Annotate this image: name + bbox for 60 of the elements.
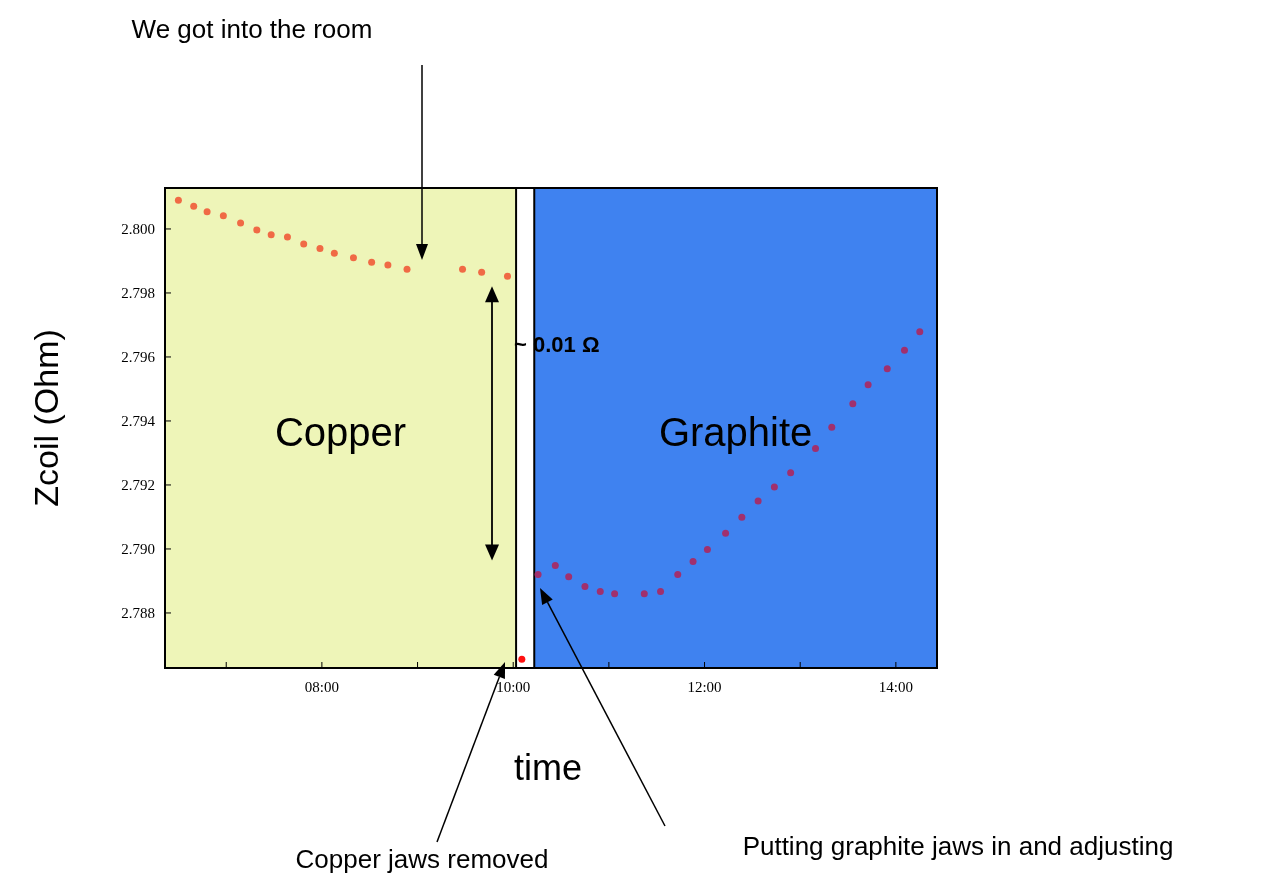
point — [916, 328, 924, 336]
text: Putting graphite jaws in and adjusting — [742, 831, 1174, 861]
point — [581, 582, 589, 590]
point — [738, 513, 746, 521]
point — [459, 265, 467, 273]
point — [219, 212, 227, 220]
point — [596, 588, 604, 596]
point — [368, 258, 376, 266]
x-axis-title: time — [513, 747, 583, 788]
point — [883, 365, 891, 373]
point — [565, 573, 573, 581]
point — [657, 588, 665, 596]
point — [349, 254, 357, 262]
x-tick-label: 10:00 — [496, 679, 531, 695]
point — [787, 469, 795, 477]
y-tick-label: 2.796 — [121, 348, 156, 365]
point — [754, 497, 762, 505]
point — [674, 571, 682, 579]
y-tick-label: 2.798 — [121, 284, 155, 301]
text: Copper jaws removed — [295, 844, 549, 874]
y-tick-label: 2.788 — [121, 604, 155, 621]
point — [611, 590, 619, 598]
point — [330, 249, 338, 257]
point — [283, 233, 291, 241]
point — [316, 244, 324, 252]
point — [722, 529, 730, 537]
point — [237, 219, 245, 227]
point — [640, 590, 648, 598]
point — [190, 202, 198, 210]
point — [900, 346, 908, 354]
point — [300, 240, 308, 248]
point — [174, 196, 182, 204]
x-tick-label: 08:00 — [304, 679, 339, 695]
point — [864, 381, 872, 389]
point — [403, 265, 411, 273]
point — [849, 400, 857, 408]
point — [551, 562, 559, 570]
x-tick-label: 12:00 — [687, 679, 722, 695]
y-tick-label: 2.794 — [121, 412, 156, 429]
point — [770, 483, 778, 491]
point — [203, 208, 211, 216]
band-label: Copper — [274, 410, 407, 454]
point — [703, 546, 711, 554]
y-axis-title: Zcoil (Ohm) — [27, 329, 65, 507]
point — [534, 571, 542, 579]
point — [253, 226, 261, 234]
y-tick-label: 2.792 — [121, 476, 155, 493]
y-tick-label: 2.790 — [121, 540, 155, 557]
y-tick-label: 2.800 — [121, 220, 155, 237]
point — [828, 423, 836, 431]
point — [478, 268, 486, 276]
point — [812, 444, 820, 452]
point — [267, 231, 275, 239]
x-tick-label: 14:00 — [878, 679, 913, 695]
text: We got into the room — [131, 14, 373, 44]
point — [384, 261, 392, 269]
point — [503, 272, 511, 280]
point — [689, 557, 697, 565]
point — [518, 655, 526, 663]
band-label: Graphite — [658, 410, 813, 454]
